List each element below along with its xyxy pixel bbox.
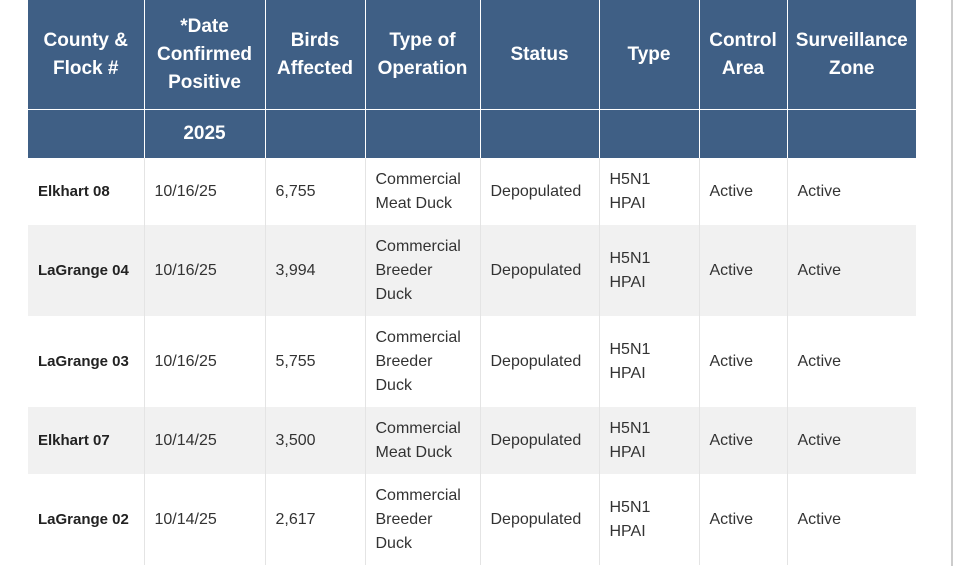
header-date: *Date Confirmed Positive xyxy=(144,0,266,110)
cell-birds: 2,617 xyxy=(265,474,366,565)
table-header: County & Flock # *Date Confirmed Positiv… xyxy=(28,0,916,158)
cell-type: H5N1 HPAI xyxy=(599,407,700,474)
header-birds: Birds Affected xyxy=(265,0,366,110)
year-empty-cell xyxy=(28,109,145,158)
cell-type: H5N1 HPAI xyxy=(599,474,700,565)
cell-birds: 6,755 xyxy=(265,158,366,225)
cell-surveillance: Active xyxy=(787,474,916,565)
cell-control: Active xyxy=(699,474,788,565)
cell-county: LaGrange 02 xyxy=(28,474,145,565)
year-label: 2025 xyxy=(144,109,266,158)
cell-county: LaGrange 03 xyxy=(28,316,145,407)
cell-status: Depopulated xyxy=(480,316,600,407)
cell-control: Active xyxy=(699,225,788,316)
hpai-flock-table: County & Flock # *Date Confirmed Positiv… xyxy=(28,0,916,565)
cell-county: Elkhart 07 xyxy=(28,407,145,474)
header-operation: Type of Operation xyxy=(365,0,481,110)
table-body: Elkhart 08 10/16/25 6,755 Commercial Mea… xyxy=(28,158,916,565)
cell-date: 10/16/25 xyxy=(144,158,266,225)
cell-type: H5N1 HPAI xyxy=(599,316,700,407)
cell-operation: Commercial Meat Duck xyxy=(365,158,481,225)
table-row: LaGrange 03 10/16/25 5,755 Commercial Br… xyxy=(28,316,916,407)
table-row: Elkhart 07 10/14/25 3,500 Commercial Mea… xyxy=(28,407,916,474)
year-empty-cell xyxy=(787,109,916,158)
page-scrollbar[interactable] xyxy=(951,0,953,566)
cell-date: 10/14/25 xyxy=(144,474,266,565)
cell-birds: 3,500 xyxy=(265,407,366,474)
cell-type: H5N1 HPAI xyxy=(599,158,700,225)
cell-status: Depopulated xyxy=(480,474,600,565)
header-type: Type xyxy=(599,0,700,110)
year-empty-cell xyxy=(365,109,481,158)
cell-surveillance: Active xyxy=(787,316,916,407)
cell-operation: Commercial Breeder Duck xyxy=(365,474,481,565)
cell-date: 10/16/25 xyxy=(144,225,266,316)
cell-control: Active xyxy=(699,407,788,474)
cell-status: Depopulated xyxy=(480,158,600,225)
header-county: County & Flock # xyxy=(28,0,145,110)
year-empty-cell xyxy=(265,109,366,158)
cell-surveillance: Active xyxy=(787,225,916,316)
header-surveillance-zone: Surveillance Zone xyxy=(787,0,916,110)
table-row: LaGrange 02 10/14/25 2,617 Commercial Br… xyxy=(28,474,916,565)
header-control-area: Control Area xyxy=(699,0,788,110)
table-row: Elkhart 08 10/16/25 6,755 Commercial Mea… xyxy=(28,158,916,225)
cell-control: Active xyxy=(699,158,788,225)
cell-date: 10/14/25 xyxy=(144,407,266,474)
cell-date: 10/16/25 xyxy=(144,316,266,407)
header-status: Status xyxy=(480,0,600,110)
cell-birds: 3,994 xyxy=(265,225,366,316)
cell-operation: Commercial Breeder Duck xyxy=(365,225,481,316)
header-row: County & Flock # *Date Confirmed Positiv… xyxy=(28,0,916,110)
cell-control: Active xyxy=(699,316,788,407)
cell-county: Elkhart 08 xyxy=(28,158,145,225)
table-row: LaGrange 04 10/16/25 3,994 Commercial Br… xyxy=(28,225,916,316)
cell-status: Depopulated xyxy=(480,225,600,316)
cell-birds: 5,755 xyxy=(265,316,366,407)
cell-operation: Commercial Meat Duck xyxy=(365,407,481,474)
cell-surveillance: Active xyxy=(787,158,916,225)
cell-county: LaGrange 04 xyxy=(28,225,145,316)
cell-surveillance: Active xyxy=(787,407,916,474)
year-row: 2025 xyxy=(28,109,916,158)
cell-status: Depopulated xyxy=(480,407,600,474)
year-empty-cell xyxy=(480,109,600,158)
cell-type: H5N1 HPAI xyxy=(599,225,700,316)
flock-table-container: County & Flock # *Date Confirmed Positiv… xyxy=(28,0,916,565)
year-empty-cell xyxy=(599,109,700,158)
cell-operation: Commercial Breeder Duck xyxy=(365,316,481,407)
year-empty-cell xyxy=(699,109,788,158)
